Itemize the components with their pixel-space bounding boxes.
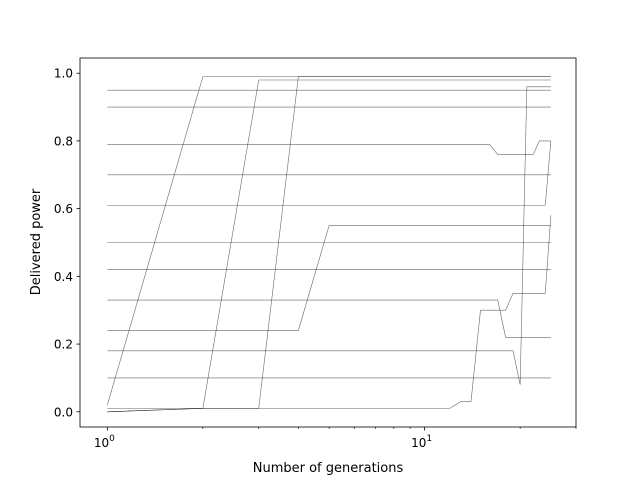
x-tick-label: 100 bbox=[94, 434, 115, 450]
y-axis-label: Delivered power bbox=[29, 188, 44, 295]
plot-frame bbox=[79, 57, 577, 428]
x-tick-label: 101 bbox=[411, 434, 432, 450]
x-axis: 100 101 bbox=[94, 427, 577, 450]
y-tick-label: 1.0 bbox=[54, 67, 73, 81]
series-line-6 bbox=[107, 140, 552, 206]
series-line-9 bbox=[107, 140, 551, 155]
series-line-3 bbox=[107, 76, 551, 409]
series-lines bbox=[107, 76, 552, 413]
series-line-4 bbox=[107, 215, 552, 413]
series-line-2 bbox=[107, 79, 551, 413]
y-tick-label: 0.6 bbox=[54, 202, 73, 216]
y-tick-label: 0.2 bbox=[54, 338, 73, 352]
series-line-8 bbox=[107, 86, 551, 385]
y-tick-label: 0.0 bbox=[54, 405, 73, 419]
y-tick-label: 0.4 bbox=[54, 270, 73, 284]
series-line-7 bbox=[107, 225, 551, 331]
series-line-5 bbox=[107, 299, 551, 338]
y-axis: 0.0 0.2 0.4 0.6 0.8 1.0 bbox=[54, 67, 80, 419]
y-tick-label: 0.8 bbox=[54, 134, 73, 148]
x-axis-label: Number of generations bbox=[253, 461, 404, 476]
